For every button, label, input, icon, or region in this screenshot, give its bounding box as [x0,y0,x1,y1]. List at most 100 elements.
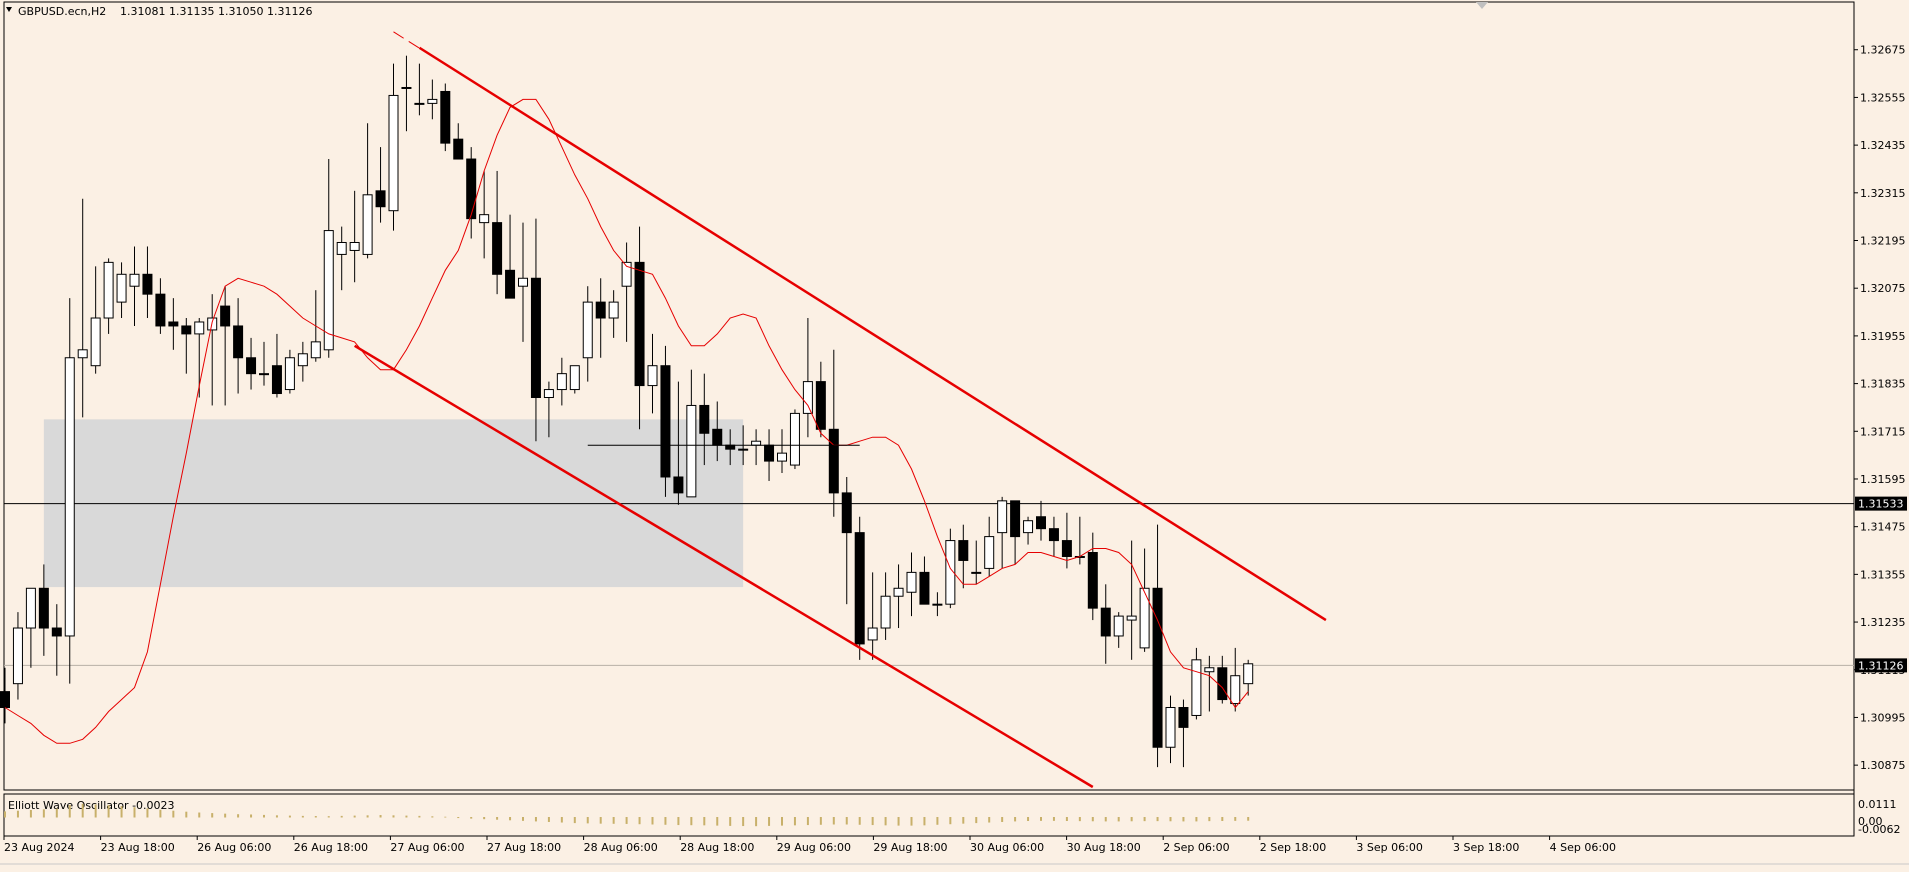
candle-body-bull [349,241,360,251]
candle [453,123,464,160]
candle [90,266,101,374]
candle [505,214,516,299]
y-tick-label: 1.32075 [1860,282,1906,295]
candle-body-bull [1191,659,1202,716]
candle-body-bull [362,194,373,255]
candle [841,476,852,605]
chevron-down-icon[interactable] [6,7,12,12]
candle [220,286,231,406]
candle-body-bear [181,325,192,335]
y-tick-label: 1.32435 [1860,139,1906,152]
upper-dashed-trendline[interactable] [393,31,1314,613]
x-tick-label: 2 Sep 06:00 [1163,841,1229,854]
candle [608,290,619,338]
candle-body-bear [854,532,865,645]
candle-body-bull [64,357,75,637]
candle-body-bull [259,373,269,376]
y-tick-label: 1.32315 [1860,187,1906,200]
candle [427,79,438,120]
candle [401,55,412,132]
candle [336,226,347,291]
candle-body-bear [1152,587,1163,748]
x-tick-label: 27 Aug 18:00 [487,841,561,854]
y-tick-label: 1.32195 [1860,235,1906,248]
moving-average-line [4,98,1249,744]
current-price-box [1855,658,1907,673]
candle-body-bull [90,317,101,367]
candle-body-bull [932,603,943,606]
candle-body-bear [440,90,451,144]
horizontal-line-price-box [1855,496,1907,511]
x-tick-label: 4 Sep 06:00 [1550,841,1616,854]
candle [12,612,23,700]
candle-body-bear [492,222,503,275]
y-tick-label: 1.32675 [1860,44,1906,57]
candle-body-bull [569,365,580,391]
candle [854,516,865,660]
candle [802,318,813,438]
candle [1126,540,1137,660]
candle-body-bear [1036,516,1046,530]
candle [634,226,645,430]
candle-body-bear [1087,552,1098,609]
candle [595,278,606,358]
candle [51,604,62,676]
indicator-tick: 0.0111 [1858,798,1897,811]
candle-body-bear [699,404,710,434]
candle-body-bull [129,273,140,287]
candle-body-bear [168,321,179,327]
candle [1023,516,1034,545]
candle-body-bull [893,587,904,597]
candle [181,318,192,374]
candle-body-bear [1178,707,1189,728]
candle-body-bull [297,353,308,367]
candle-body-bull [789,412,800,466]
y-tick-label: 1.30995 [1860,711,1906,724]
candle [414,63,425,116]
candle [1139,548,1150,652]
candle [880,572,891,640]
candle-body-bull [945,540,956,605]
candle [582,286,593,382]
y-tick-label: 1.30875 [1860,759,1906,772]
candle [492,170,503,295]
candle-body-bear [466,158,477,220]
lower-trendline[interactable] [354,344,1094,789]
candle-body-bull [1165,707,1176,748]
candle [1165,695,1176,764]
candle-body-bear [634,261,645,387]
candle-body-bull [310,341,321,359]
x-tick-label: 3 Sep 06:00 [1356,841,1422,854]
candle [142,246,153,319]
x-tick-label: 28 Aug 18:00 [680,841,754,854]
candle [259,341,269,386]
candle-body-bull [556,373,567,391]
candle [777,429,787,474]
x-tick-label: 27 Aug 06:00 [390,841,464,854]
candle [375,147,386,223]
candle-body-bull [323,230,334,351]
candle [893,564,904,629]
candle [38,564,49,656]
scroll-marker-icon[interactable] [1476,2,1488,9]
candle [116,262,127,319]
candle-body-bear [220,305,231,327]
candle [64,298,75,684]
candle [1191,647,1202,720]
candle-body-bull [1243,663,1254,685]
candle-body-bull [738,448,749,451]
candle [621,242,632,342]
candle-body-bear [453,138,464,160]
candle-body-bear [375,190,386,208]
candle [699,373,710,466]
y-tick-label: 1.31715 [1860,425,1906,438]
horizontal-line-price-label: 1.31533 [1858,498,1904,511]
candle-body-bull [336,241,347,255]
current-price-label: 1.31126 [1858,659,1904,672]
candle-body-bear [828,428,839,494]
candle [789,409,800,470]
candle [958,524,969,589]
candle [466,147,477,239]
